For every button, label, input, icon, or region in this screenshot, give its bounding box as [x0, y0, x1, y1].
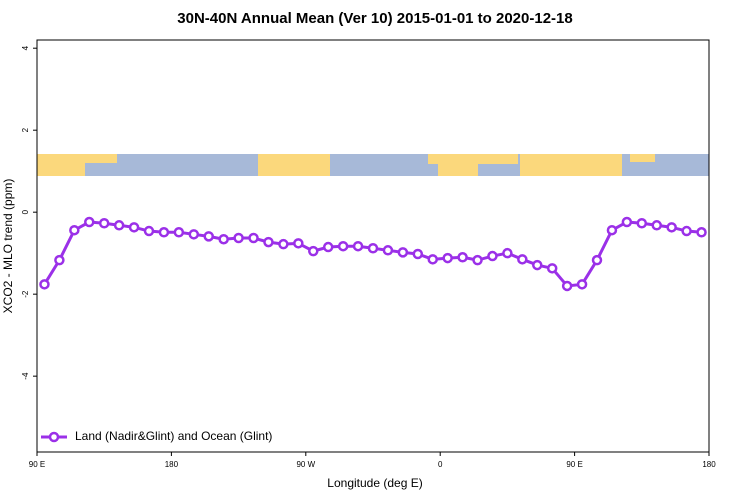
- data-point: [173, 227, 185, 238]
- data-point: [84, 216, 95, 228]
- map-strip: [37, 154, 709, 176]
- data-point: [532, 259, 543, 271]
- data-point: [69, 224, 80, 236]
- data-point: [427, 254, 438, 265]
- legend-marker: [48, 431, 60, 443]
- data-point: [337, 240, 349, 252]
- data-point: [218, 233, 229, 245]
- data-point: [128, 222, 140, 233]
- data-point: [113, 220, 125, 231]
- data-point: [188, 229, 200, 240]
- data-point: [457, 252, 468, 263]
- data-point: [293, 238, 304, 249]
- data-point: [203, 231, 214, 242]
- data-point: [39, 279, 50, 290]
- data-point: [248, 232, 259, 244]
- data-point: [143, 225, 155, 237]
- data-point: [98, 217, 110, 229]
- data-point: [382, 245, 394, 256]
- data-point: [666, 222, 677, 233]
- data-point: [576, 279, 588, 290]
- data-point: [546, 263, 558, 274]
- data-point: [442, 252, 453, 264]
- data-point: [158, 227, 170, 238]
- y-tick-label: -2: [21, 290, 30, 298]
- y-tick-label: -4: [21, 372, 30, 380]
- x-tick-label: 180: [702, 460, 716, 469]
- data-point: [352, 240, 364, 252]
- y-axis-label: XCO2 - MLO trend (ppm): [1, 179, 15, 314]
- data-point: [397, 247, 409, 258]
- y-tick-label: 4: [21, 45, 30, 50]
- plot-frame: [36, 39, 710, 453]
- data-point: [472, 254, 483, 266]
- data-point: [636, 217, 648, 229]
- data-point: [367, 243, 379, 254]
- series-line: [43, 220, 702, 288]
- x-tick-label: 90 E: [566, 460, 582, 469]
- data-point: [621, 216, 633, 228]
- data-point: [517, 254, 528, 265]
- data-point: [561, 280, 573, 292]
- chart-title: 30N-40N Annual Mean (Ver 10) 2015-01-01 …: [177, 10, 572, 27]
- y-tick-label: 0: [21, 209, 30, 214]
- x-tick-label: 90 W: [296, 460, 315, 469]
- data-point: [681, 225, 692, 237]
- data-point: [651, 220, 662, 231]
- x-axis-label: Longitude (deg E): [327, 476, 422, 490]
- data-point: [487, 250, 498, 262]
- data-point: [263, 236, 274, 248]
- data-point: [233, 232, 244, 244]
- data-point: [606, 224, 618, 236]
- data-point: [308, 245, 319, 257]
- legend-label: Land (Nadir&Glint) and Ocean (Glint): [75, 429, 272, 443]
- data-point: [322, 241, 334, 253]
- data-point: [54, 254, 65, 266]
- y-tick-label: 2: [21, 127, 30, 132]
- data-point: [591, 254, 603, 266]
- data-point: [278, 238, 289, 250]
- x-tick-label: 90 E: [29, 460, 45, 469]
- x-tick-label: 0: [438, 460, 443, 469]
- data-point: [696, 227, 707, 238]
- x-tick-label: 180: [165, 460, 179, 469]
- data-point: [502, 247, 513, 259]
- data-point: [412, 248, 424, 260]
